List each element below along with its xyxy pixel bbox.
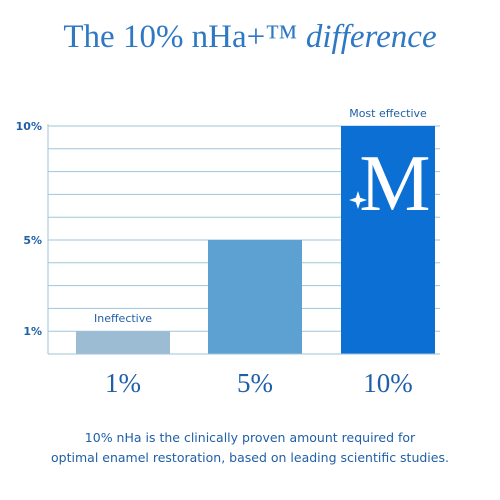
y-tick-label: 10% (16, 120, 42, 133)
x-category-label: 1% (105, 368, 141, 398)
y-tick-label: 1% (23, 325, 42, 338)
chart-title: The 10% nHa+™ difference (0, 14, 500, 60)
bar-5-percent (208, 240, 302, 354)
bar-1-percent (76, 331, 170, 354)
caption-line-1: 10% nHa is the clinically proven amount … (84, 430, 416, 445)
bar-annotation-label: Most effective (349, 107, 427, 120)
y-tick-label: 5% (23, 234, 42, 247)
title-accent: difference (305, 19, 437, 55)
title-main: The 10% nHa+™ (63, 19, 298, 55)
labels: 1% 5% 10% 1% 5% 10% Ineffective Most effective M (16, 107, 431, 398)
bar-10-percent (341, 126, 435, 354)
chart-caption: 10% nHa is the clinically proven amount … (0, 428, 500, 468)
x-category-label: 10% (363, 368, 413, 398)
x-category-label: 5% (237, 368, 273, 398)
axes (47, 124, 440, 355)
bars (76, 126, 435, 354)
sparkle-icon (349, 191, 367, 209)
bar-annotation-label: Ineffective (94, 312, 152, 325)
caption-line-2: optimal enamel restoration, based on lea… (51, 450, 449, 465)
brand-logo: M (359, 140, 430, 228)
